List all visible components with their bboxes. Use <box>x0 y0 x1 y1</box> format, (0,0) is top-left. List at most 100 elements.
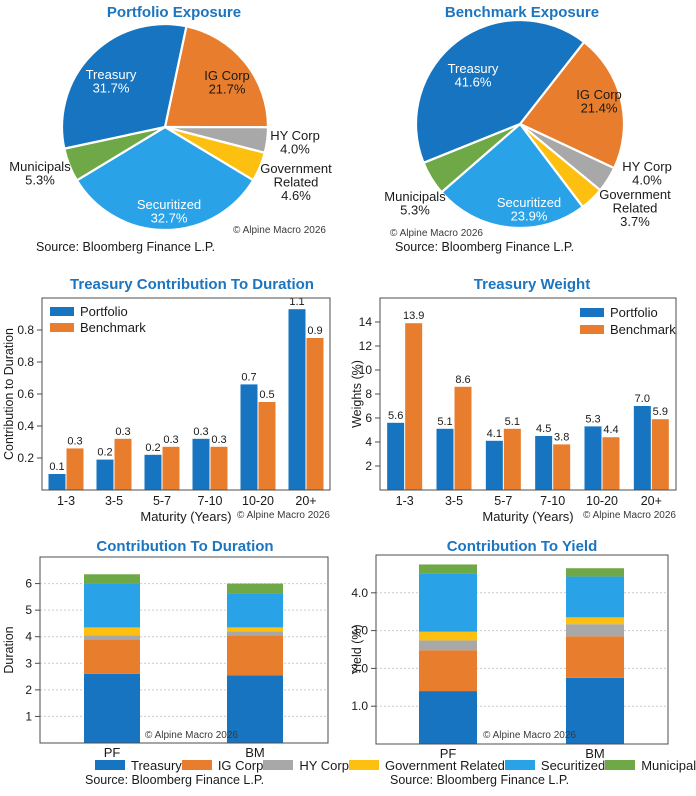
benchmark-exposure-title: Benchmark Exposure <box>444 4 600 21</box>
svg-text:8: 8 <box>365 387 372 401</box>
svg-text:41.6%: 41.6% <box>455 75 492 90</box>
svg-text:BM: BM <box>585 746 605 758</box>
svg-text:2.0: 2.0 <box>351 661 368 675</box>
svg-text:Government: Government <box>260 161 332 176</box>
svg-text:© Alpine Macro 2026: © Alpine Macro 2026 <box>583 510 676 521</box>
svg-text:5-7: 5-7 <box>494 494 512 508</box>
svg-text:© Alpine Macro 2026: © Alpine Macro 2026 <box>390 228 483 239</box>
svg-text:5.3%: 5.3% <box>25 173 55 188</box>
svg-text:0.8: 0.8 <box>17 355 34 369</box>
svg-text:Source: Bloomberg Finance L.P.: Source: Bloomberg Finance L.P. <box>395 240 574 254</box>
asset-class-legend: Treasury IG Corp HY Corp Government Rela… <box>95 757 696 773</box>
svg-text:10: 10 <box>359 363 373 377</box>
svg-text:Yield (%): Yield (%) <box>350 624 364 674</box>
legend-label: Treasury <box>131 757 182 773</box>
contribution-duration-panel: Contribution To Duration 1 2 3 4 5 6 PF BM Durat… <box>0 532 348 758</box>
svg-text:6: 6 <box>365 411 372 425</box>
legend-item-municipals: Municipals <box>605 758 696 773</box>
svg-text:7.0: 7.0 <box>635 393 650 405</box>
svg-text:4.5: 4.5 <box>536 423 551 435</box>
svg-text:0.8: 0.8 <box>17 323 34 337</box>
treasury-swatch <box>95 760 125 770</box>
treasury-weight-panel: Treasury Weight 2 4 6 8 10 12 14 5.6 13.9 1-3 5.1 8… <box>348 270 696 532</box>
legend-item-government-related: Government Related <box>348 757 505 773</box>
svg-text:7-10: 7-10 <box>540 494 565 508</box>
treasury-weight-bar-chart: 24681012145.613.91-35.18.63-54.15.15-74.… <box>350 297 677 524</box>
svg-text:1-3: 1-3 <box>57 494 75 508</box>
svg-text:0.6: 0.6 <box>17 387 34 401</box>
svg-text:2: 2 <box>25 683 32 697</box>
svg-text:14: 14 <box>359 315 373 329</box>
legend-label: IG Corp <box>217 757 264 773</box>
svg-text:10-20: 10-20 <box>242 494 274 508</box>
svg-text:Municipals: Municipals <box>9 159 71 174</box>
svg-text:2: 2 <box>365 459 372 473</box>
svg-text:IG Corp: IG Corp <box>576 87 622 102</box>
svg-text:20+: 20+ <box>295 494 316 508</box>
svg-text:0.2: 0.2 <box>97 447 112 459</box>
svg-text:5-7: 5-7 <box>153 494 171 508</box>
svg-text:BM: BM <box>245 745 265 758</box>
svg-text:4: 4 <box>365 435 372 449</box>
svg-text:Maturity (Years): Maturity (Years) <box>482 509 573 524</box>
svg-text:PF: PF <box>104 745 121 758</box>
legend-item-hy-corp: HY Corp <box>263 758 349 773</box>
svg-text:3-5: 3-5 <box>445 494 463 508</box>
svg-text:Treasury: Treasury <box>86 67 137 82</box>
svg-text:5.3: 5.3 <box>585 413 600 425</box>
treasury-contribution-bar-chart: 0.20.40.60.80.80.10.31-30.20.33-50.20.35… <box>2 296 331 524</box>
svg-text:3.7%: 3.7% <box>620 214 650 229</box>
treasury-weight-title: Treasury Weight <box>473 276 591 293</box>
svg-text:Duration: Duration <box>2 626 16 673</box>
svg-text:PF: PF <box>440 746 457 758</box>
svg-text:Securitized: Securitized <box>497 195 561 210</box>
svg-text:Government: Government <box>599 187 671 202</box>
legend-item-treasury: Treasury <box>95 758 182 773</box>
svg-text:© Alpine Macro 2026: © Alpine Macro 2026 <box>145 730 238 741</box>
treasury-contribution-panel: Treasury Contribution To Duration 0.2 0.4… <box>0 270 348 532</box>
svg-text:3-5: 3-5 <box>105 494 123 508</box>
svg-text:0.3: 0.3 <box>67 435 82 447</box>
svg-text:4.1: 4.1 <box>487 428 502 440</box>
svg-text:20+: 20+ <box>641 494 662 508</box>
svg-text:Benchmark: Benchmark <box>610 322 676 337</box>
portfolio-exposure-panel: Portfolio Exposure IG Corp 21.7% HY Corp 4.… <box>0 0 348 268</box>
svg-text:0.3: 0.3 <box>211 434 226 446</box>
svg-text:32.7%: 32.7% <box>151 211 188 226</box>
svg-text:Weights (%): Weights (%) <box>350 360 364 428</box>
svg-text:3.0: 3.0 <box>351 624 368 638</box>
svg-text:12: 12 <box>359 339 373 353</box>
svg-text:7-10: 7-10 <box>197 494 222 508</box>
legend-label: HY Corp <box>299 757 349 773</box>
svg-text:13.9: 13.9 <box>403 310 424 322</box>
legend-item-securitized: Securitized <box>504 757 606 773</box>
svg-text:1: 1 <box>25 709 32 723</box>
svg-text:3.8: 3.8 <box>554 431 569 443</box>
svg-text:21.4%: 21.4% <box>581 101 618 116</box>
svg-text:0.7: 0.7 <box>241 371 256 383</box>
svg-text:0.9: 0.9 <box>307 325 322 337</box>
svg-text:4.6%: 4.6% <box>281 188 311 203</box>
svg-text:Contribution to Duration: Contribution to Duration <box>2 328 16 460</box>
svg-text:5.6: 5.6 <box>388 410 403 422</box>
svg-text:4: 4 <box>25 630 32 644</box>
svg-text:4.0%: 4.0% <box>632 173 662 188</box>
government-related-swatch <box>348 760 379 770</box>
svg-text:0.2: 0.2 <box>17 451 34 465</box>
legend-label: Securitized <box>540 757 606 773</box>
legend-label: Municipals <box>641 757 696 773</box>
contribution-yield-panel: Contribution To Yield 1.0 2.0 3.0 4.0 PF BM Yi… <box>348 532 696 758</box>
svg-text:0.4: 0.4 <box>17 419 34 433</box>
svg-text:10-20: 10-20 <box>586 494 618 508</box>
legend-label: Government Related <box>384 757 505 773</box>
svg-text:5.9: 5.9 <box>653 406 668 418</box>
svg-text:HY Corp: HY Corp <box>622 159 672 174</box>
svg-text:HY Corp: HY Corp <box>270 128 320 143</box>
contribution-yield-stacked-chart: 1.0 2.0 3.0 4.0 PF BM Yield (%) © Alpine Macro … <box>350 554 669 758</box>
svg-text:8.6: 8.6 <box>455 374 470 386</box>
svg-text:Portfolio: Portfolio <box>610 305 658 320</box>
legend-item-ig-corp: IG Corp <box>181 757 264 773</box>
svg-text:5: 5 <box>25 603 32 617</box>
